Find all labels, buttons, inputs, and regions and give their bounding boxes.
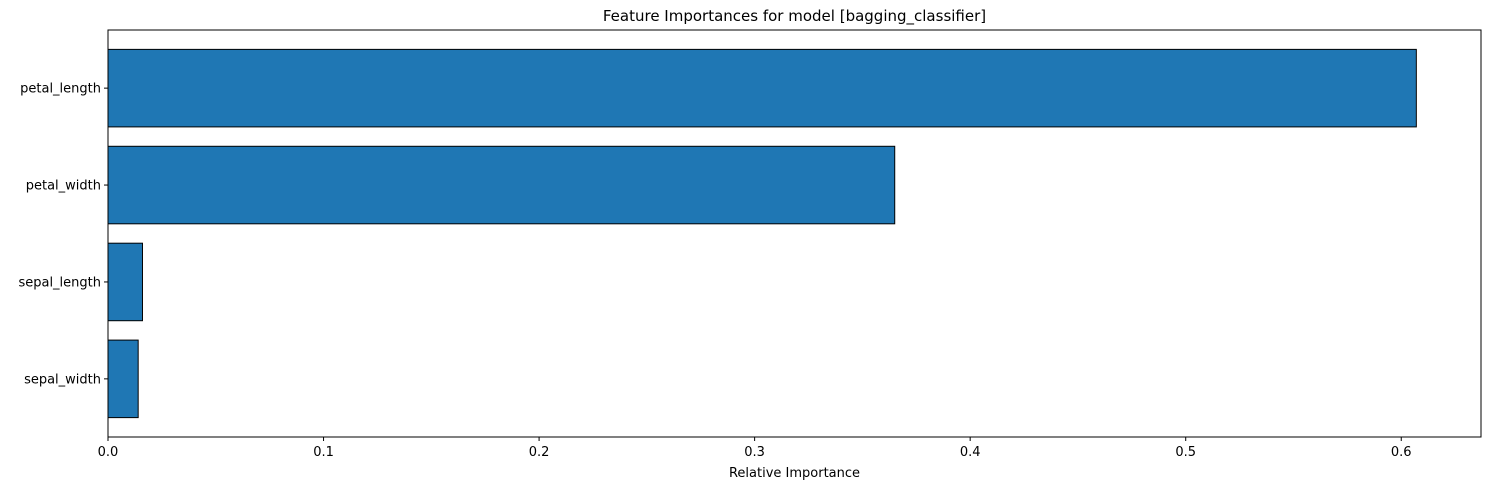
x-axis-ticks: 0.0 0.1 0.2 0.3 0.4 0.5 0.6 [98, 437, 1412, 460]
bar-sepal-length [107, 242, 143, 322]
x-tick-label: 0.3 [744, 445, 765, 460]
y-axis-ticks: petal_length petal_width sepal_lengthsepal… [18, 82, 108, 387]
x-tick-label: 0.4 [960, 445, 981, 460]
y-tick-label: petal_width [26, 179, 101, 194]
x-tick-label: 0.6 [1391, 445, 1412, 460]
x-tick-label: 0.0 [98, 445, 119, 460]
x-tick-label: 0.2 [529, 445, 550, 460]
bars-group [107, 48, 1417, 419]
y-tick-label: petal_length [20, 82, 101, 97]
bar-petal-length [107, 48, 1417, 128]
y-tick-label: sepal_length [18, 275, 101, 290]
plot-frame [107, 29, 1482, 438]
y-tick-label: sepal_width [24, 372, 101, 387]
x-tick-label: 0.5 [1175, 445, 1196, 460]
x-axis-label: Relative Importance [729, 466, 860, 481]
chart-title: Feature Importances for model [bagging_c… [603, 7, 986, 26]
bar-petal-width [107, 145, 896, 225]
x-tick-label: 0.1 [313, 445, 334, 460]
bar-sepal-width [107, 339, 139, 419]
